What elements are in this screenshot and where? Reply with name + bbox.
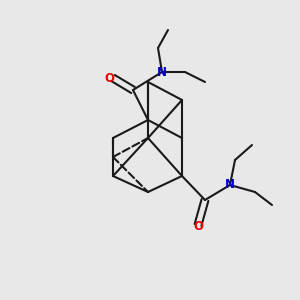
Text: N: N <box>225 178 235 191</box>
Text: O: O <box>104 71 114 85</box>
Text: N: N <box>157 65 167 79</box>
Text: O: O <box>193 220 203 233</box>
